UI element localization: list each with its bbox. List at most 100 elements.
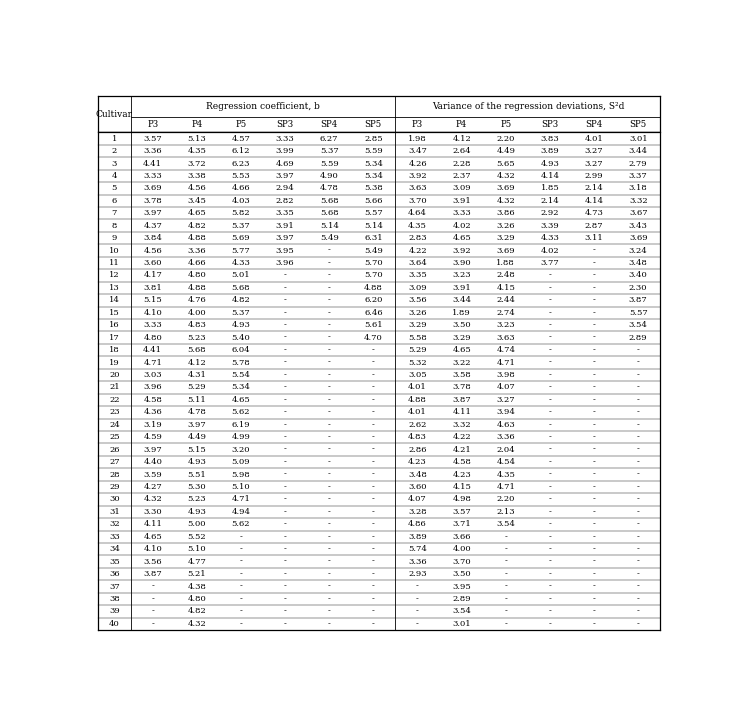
Text: 3.97: 3.97	[144, 209, 162, 218]
Text: 5.70: 5.70	[364, 272, 383, 279]
Text: -: -	[328, 471, 331, 479]
Text: 3.38: 3.38	[187, 172, 206, 180]
Text: 14: 14	[109, 296, 120, 304]
Text: -: -	[636, 607, 639, 616]
Text: 3.26: 3.26	[408, 309, 427, 317]
Text: 2.14: 2.14	[585, 184, 603, 193]
Text: 4.83: 4.83	[187, 321, 206, 329]
Text: -: -	[548, 433, 551, 442]
Text: -: -	[505, 582, 507, 591]
Text: 2.86: 2.86	[408, 446, 427, 454]
Text: 5.10: 5.10	[187, 545, 206, 553]
Text: -: -	[283, 371, 286, 379]
Text: 4.71: 4.71	[232, 496, 250, 503]
Text: 3.83: 3.83	[540, 134, 559, 143]
Text: -: -	[328, 408, 331, 417]
Text: -: -	[240, 557, 243, 566]
Text: -: -	[505, 545, 507, 553]
Text: 3.09: 3.09	[408, 284, 427, 292]
Text: 3.26: 3.26	[497, 222, 515, 230]
Text: 4.58: 4.58	[144, 396, 162, 404]
Text: -: -	[283, 396, 286, 404]
Text: 4.36: 4.36	[144, 408, 162, 417]
Text: -: -	[372, 545, 374, 553]
Text: -: -	[636, 533, 639, 541]
Text: 10: 10	[109, 247, 120, 255]
Text: -: -	[372, 496, 374, 503]
Text: P4: P4	[456, 120, 467, 129]
Text: 4.80: 4.80	[187, 595, 206, 603]
Text: 4.56: 4.56	[187, 184, 206, 193]
Text: 2.48: 2.48	[497, 272, 515, 279]
Text: -: -	[240, 595, 243, 603]
Text: 26: 26	[110, 446, 120, 454]
Text: -: -	[240, 545, 243, 553]
Text: -: -	[636, 446, 639, 454]
Text: 4.65: 4.65	[144, 533, 162, 541]
Text: P5: P5	[235, 120, 246, 129]
Text: -: -	[328, 446, 331, 454]
Text: -: -	[372, 508, 374, 516]
Text: -: -	[548, 557, 551, 566]
Text: 19: 19	[109, 358, 120, 367]
Text: 3.97: 3.97	[187, 421, 206, 429]
Text: 4.10: 4.10	[144, 309, 162, 317]
Text: -: -	[240, 582, 243, 591]
Text: -: -	[505, 557, 507, 566]
Text: 3.27: 3.27	[585, 147, 603, 155]
Text: 5.34: 5.34	[232, 383, 250, 392]
Text: 3.95: 3.95	[276, 247, 295, 255]
Text: -: -	[283, 607, 286, 616]
Text: 4.78: 4.78	[320, 184, 339, 193]
Text: 3.28: 3.28	[408, 508, 427, 516]
Text: 4.65: 4.65	[187, 209, 206, 218]
Text: -: -	[593, 471, 596, 479]
Text: -: -	[240, 607, 243, 616]
Text: 4.88: 4.88	[408, 396, 427, 404]
Text: -: -	[283, 346, 286, 354]
Text: -: -	[372, 458, 374, 466]
Text: 3.29: 3.29	[497, 234, 515, 242]
Text: 3.77: 3.77	[540, 259, 559, 267]
Text: 5.65: 5.65	[497, 159, 515, 168]
Text: 27: 27	[109, 458, 120, 466]
Text: -: -	[283, 321, 286, 329]
Text: 11: 11	[109, 259, 120, 267]
Text: -: -	[636, 620, 639, 628]
Text: 1.88: 1.88	[497, 259, 515, 267]
Text: 4.73: 4.73	[585, 209, 604, 218]
Text: 4.82: 4.82	[187, 222, 206, 230]
Text: -: -	[372, 533, 374, 541]
Text: 3.64: 3.64	[408, 259, 427, 267]
Text: 8: 8	[112, 222, 117, 230]
Text: 5.68: 5.68	[320, 197, 338, 205]
Text: 4.78: 4.78	[187, 408, 206, 417]
Text: 4.35: 4.35	[408, 222, 427, 230]
Text: -: -	[283, 570, 286, 578]
Text: -: -	[548, 607, 551, 616]
Text: 5.09: 5.09	[232, 458, 250, 466]
Text: 3.69: 3.69	[497, 247, 515, 255]
Text: 4.57: 4.57	[232, 134, 250, 143]
Text: 4.82: 4.82	[187, 607, 206, 616]
Text: 6.20: 6.20	[364, 296, 383, 304]
Text: Variance of the regression deviations, S²d: Variance of the regression deviations, S…	[431, 102, 624, 111]
Text: 3.87: 3.87	[452, 396, 471, 404]
Text: 3.98: 3.98	[497, 371, 515, 379]
Text: -: -	[548, 284, 551, 292]
Text: 3.57: 3.57	[452, 508, 471, 516]
Text: 3.33: 3.33	[452, 209, 471, 218]
Text: -: -	[151, 595, 154, 603]
Text: 3.54: 3.54	[452, 607, 471, 616]
Text: 2.30: 2.30	[629, 284, 648, 292]
Text: 4.32: 4.32	[187, 620, 206, 628]
Text: 3.19: 3.19	[144, 421, 162, 429]
Text: 2.74: 2.74	[497, 309, 515, 317]
Text: 5.14: 5.14	[320, 222, 339, 230]
Text: -: -	[636, 346, 639, 354]
Text: -: -	[548, 408, 551, 417]
Text: -: -	[283, 309, 286, 317]
Text: -: -	[593, 321, 596, 329]
Text: 4.33: 4.33	[540, 234, 559, 242]
Text: 3.44: 3.44	[629, 147, 648, 155]
